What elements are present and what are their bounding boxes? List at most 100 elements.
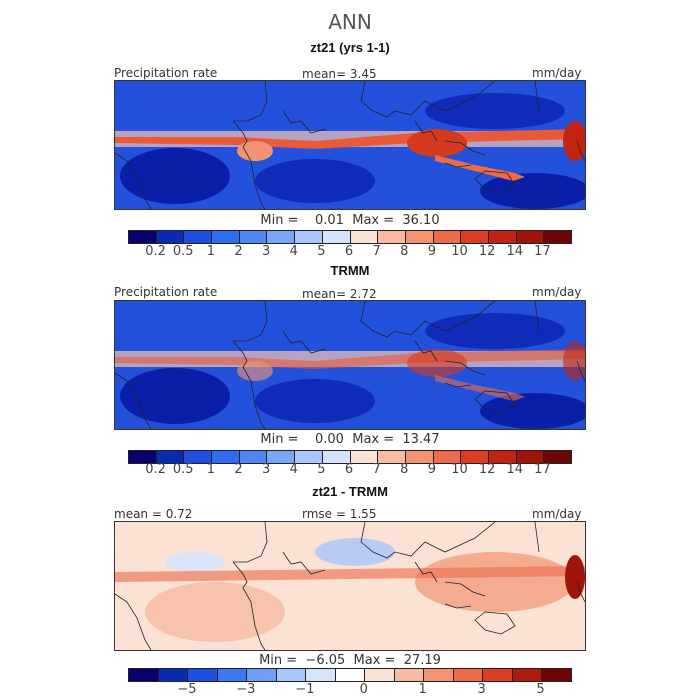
dry-subtropics-south-pacific [480,393,585,429]
colorbar-tick-label: 3 [261,462,271,477]
figure-title: ANN [328,10,372,34]
panel-1-mean-label: mean= 3.45 [302,67,377,81]
colorbar-swatch [516,451,545,463]
colorbar-tick-label: 0.2 [145,462,166,477]
colorbar-tick-label: 5 [317,244,326,259]
colorbar-swatch [267,451,296,463]
coastline [360,81,496,118]
coastline [576,581,585,603]
colorbar-swatch [516,231,545,243]
coastline [232,120,266,209]
colorbar-swatch [184,451,213,463]
positive-bias-south-atlantic [145,582,285,642]
panel-2-units-label: mm/day [532,285,582,299]
colorbar-swatch [156,231,185,243]
colorbar-swatch [488,451,517,463]
colorbar-swatch [247,669,277,681]
colorbar-tick-label: 4 [289,244,298,259]
africa-rain-max [237,141,273,161]
colorbar-tick-label: 12 [478,462,496,477]
coastline [474,390,516,414]
colorbar-tick-label: −5 [177,682,197,697]
colorbar-tick-label: 3 [477,682,486,697]
panel-1-units-label: mm/day [532,66,582,80]
panel-3-mean-label: mean = 0.72 [114,507,193,521]
coastline [444,382,472,388]
colorbar-swatch [239,231,268,243]
coastline [414,561,438,583]
panel-1-colorbar [128,230,572,244]
colorbar-swatch [306,669,336,681]
panel-1-map-svg [115,81,585,209]
coastline [232,340,266,429]
coastline [576,360,585,382]
africa-rain-max [237,361,273,381]
panel-2-map-svg [115,301,585,429]
colorbar-swatch [433,451,462,463]
coastline [534,301,540,332]
colorbar-swatch [424,669,454,681]
panel-3-rmse-label: rmse = 1.55 [302,507,377,521]
colorbar-tick-label: 17 [534,244,551,259]
panel-2-mean-label: mean= 2.72 [302,287,377,301]
colorbar-swatch [542,669,571,681]
colorbar-tick-label: 3 [261,244,271,259]
colorbar-swatch [239,451,268,463]
colorbar-swatch [158,669,189,681]
colorbar-tick-label: 0 [359,682,368,697]
coastline [232,561,266,650]
colorbar-tick-label: 14 [506,462,524,477]
coastline [115,152,152,209]
colorbar-tick-label: 9 [427,244,437,259]
panel-1-colorbar-ticks: 0.2 0.5 1 2 3 4 5 6 7 8 9 10 12 14 17 [128,244,570,260]
colorbar-swatch [212,231,240,243]
colorbar-swatch [453,669,484,681]
coastline [444,581,486,597]
coastline [233,301,268,342]
colorbar-swatch [350,451,379,463]
colorbar-swatch [433,231,462,243]
colorbar-swatch [461,451,489,463]
dry-subtropics-indian [255,379,375,423]
colorbar-swatch [188,669,218,681]
colorbar-tick-label: 2 [234,462,243,477]
coastline [282,330,326,354]
colorbar-tick-label: 8 [400,462,409,477]
coastline [444,140,486,156]
colorbar-swatch [267,231,296,243]
panel-3-colorbar [128,668,572,682]
panel-2-minmax: Min = 0.00 Max = 13.47 [260,432,440,447]
colorbar-swatch [217,669,248,681]
colorbar-swatch [295,451,323,463]
maritime-continent-max [407,129,467,157]
colorbar-swatch [335,669,366,681]
coastline [414,340,438,362]
colorbar-swatch [483,669,513,681]
dry-subtropics-indian [255,159,375,203]
east-pacific-max [563,121,585,161]
coastline [444,162,472,168]
negative-bias-indian [315,538,395,566]
itcz-bias [115,566,585,582]
itcz-core [115,349,585,369]
colorbar-tick-label: 4 [289,462,298,477]
panel-3-map [114,521,586,651]
panel-3-map-svg [115,522,585,650]
colorbar-swatch [129,231,157,243]
panel-1-minmax: Min = 0.01 Max = 36.10 [260,213,440,228]
coastline [414,120,438,142]
colorbar-tick-label: 9 [427,462,437,477]
dry-subtropics-north-pacific [425,93,565,129]
panel-3-units-label: mm/day [532,507,582,521]
colorbar-tick-label: 10 [451,244,468,259]
colorbar-tick-label: 1 [206,244,216,259]
colorbar-tick-label: 5 [317,462,326,477]
colorbar-swatch [350,231,379,243]
dry-subtropics-south-atlantic [120,148,230,204]
dry-subtropics-north-pacific [425,313,565,349]
panel-1-variable-label: Precipitation rate [114,66,218,80]
colorbar-swatch [322,451,351,463]
coastline [534,522,540,553]
spcz-band [435,155,525,181]
colorbar-swatch [544,231,571,243]
